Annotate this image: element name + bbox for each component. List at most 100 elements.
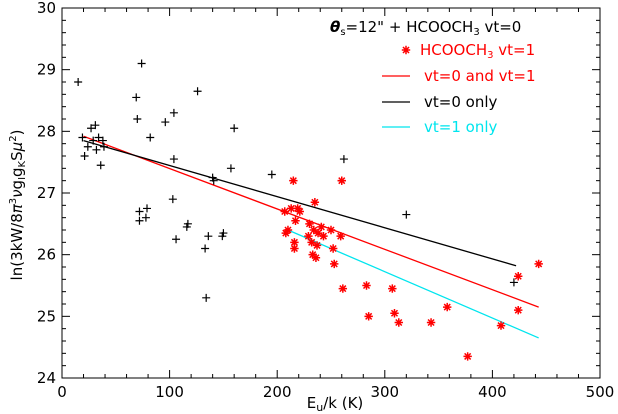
point-vt1 xyxy=(295,207,304,216)
x-tick-label: 0 xyxy=(57,383,67,401)
fit-lines xyxy=(83,135,539,339)
point-vt1 xyxy=(289,176,298,185)
point-vt0 xyxy=(78,133,87,142)
point-vt0 xyxy=(143,204,152,213)
point-vt1 xyxy=(310,198,320,207)
x-tick-label: 400 xyxy=(478,383,507,401)
y-tick-label: 29 xyxy=(37,61,56,79)
point-vt1 xyxy=(307,238,316,247)
point-vt1 xyxy=(328,244,338,253)
point-vt0 xyxy=(133,115,142,123)
point-vt1 xyxy=(304,231,313,241)
y-tick-label: 27 xyxy=(37,184,56,202)
point-vt0 xyxy=(80,152,89,160)
point-vt0 xyxy=(94,133,103,142)
y-tick-label: 26 xyxy=(37,246,56,264)
point-vt1 xyxy=(308,250,317,259)
point-vt1 xyxy=(362,281,371,290)
point-vt0 xyxy=(141,213,150,222)
point-vt1 xyxy=(394,318,403,327)
point-vt1 xyxy=(534,259,543,269)
data-points xyxy=(74,59,543,361)
legend-label-vt1: HCOOCH3 vt=1 xyxy=(420,41,535,61)
point-vt0 xyxy=(96,161,105,170)
point-vt0 xyxy=(87,124,96,133)
point-vt0 xyxy=(137,59,146,68)
point-vt1 xyxy=(317,222,326,232)
point-vt1 xyxy=(312,241,322,250)
x-tick-label: 100 xyxy=(155,383,184,401)
y-tick-label: 28 xyxy=(37,122,56,140)
y-axis-ticks: 24 25 26 27 28 29 30 xyxy=(37,0,600,387)
legend-label-fit-vt0: vt=0 only xyxy=(424,93,497,111)
point-vt0 xyxy=(402,210,411,219)
y-tick-label: 24 xyxy=(37,369,56,387)
point-vt1 xyxy=(364,312,373,321)
point-vt0 xyxy=(509,278,518,287)
point-vt0 xyxy=(193,87,202,96)
legend-label-fit-vt1: vt=1 only xyxy=(424,118,497,136)
point-vt0 xyxy=(204,232,213,241)
point-vt0 xyxy=(219,229,228,238)
point-vt0 xyxy=(339,155,348,164)
point-vt1 xyxy=(426,318,436,327)
point-vt1 xyxy=(313,228,323,238)
y-axis-title: ln(3kW/8π3νgIgKSμ2) xyxy=(8,130,28,281)
point-vt1 xyxy=(311,253,321,262)
point-vt1 xyxy=(305,219,314,229)
point-vt1 xyxy=(390,309,399,318)
point-vt1 xyxy=(388,284,397,293)
point-vt0 xyxy=(183,219,192,228)
point-vt0 xyxy=(201,244,210,253)
point-vt1 xyxy=(336,231,345,241)
x-tick-label: 200 xyxy=(263,383,292,401)
point-vt1 xyxy=(280,207,289,216)
point-vt0 xyxy=(226,164,235,173)
point-vt0 xyxy=(172,235,181,244)
point-vt0 xyxy=(230,124,239,133)
y-tick-label: 25 xyxy=(37,307,56,325)
point-vt0 xyxy=(98,136,107,145)
point-vt0 xyxy=(91,121,100,130)
point-vt0 xyxy=(89,136,98,145)
point-vt1 xyxy=(337,176,346,185)
point-vt0 xyxy=(135,216,144,225)
x-tick-label: 300 xyxy=(370,383,399,401)
legend-marker-vt1 xyxy=(401,45,411,55)
y-tick-label: 30 xyxy=(37,0,56,17)
point-vt1 xyxy=(291,216,300,225)
point-vt0 xyxy=(92,145,101,154)
point-vt0 xyxy=(146,133,155,142)
point-vt0 xyxy=(168,195,177,204)
point-vt1 xyxy=(290,238,299,247)
legend-star-icon xyxy=(401,45,411,55)
x-tick-label: 500 xyxy=(586,383,615,401)
point-vt1 xyxy=(496,321,506,330)
point-vt0 xyxy=(99,142,108,151)
point-vt1 xyxy=(514,272,523,281)
point-vt1 xyxy=(283,225,293,235)
point-vt1 xyxy=(319,231,328,241)
x-axis-title: Eu/k (K) xyxy=(307,394,364,414)
legend-header: θs=12" + HCOOCH3 vt=0 xyxy=(330,18,521,38)
point-vt0 xyxy=(135,207,144,216)
point-vt0 xyxy=(202,293,211,302)
point-vt0 xyxy=(161,118,170,127)
point-vt0 xyxy=(83,142,92,151)
fit-line-1 xyxy=(83,139,517,267)
point-vt1 xyxy=(330,259,339,269)
point-vt1 xyxy=(463,352,472,361)
point-vt1 xyxy=(326,225,336,235)
point-vt0 xyxy=(169,108,178,117)
point-vt1 xyxy=(443,302,452,312)
point-vt1 xyxy=(338,284,348,293)
x-axis-ticks: 0 100 200 300 400 500 xyxy=(57,8,614,401)
legend: θs=12" + HCOOCH3 vt=0 HCOOCH3 vt=1 vt=0 … xyxy=(330,18,536,136)
point-vt0 xyxy=(132,93,141,102)
point-vt0 xyxy=(267,170,276,179)
point-vt0 xyxy=(209,176,218,185)
point-vt0 xyxy=(74,78,83,86)
point-vt1 xyxy=(309,225,318,235)
point-vt1 xyxy=(514,305,523,315)
